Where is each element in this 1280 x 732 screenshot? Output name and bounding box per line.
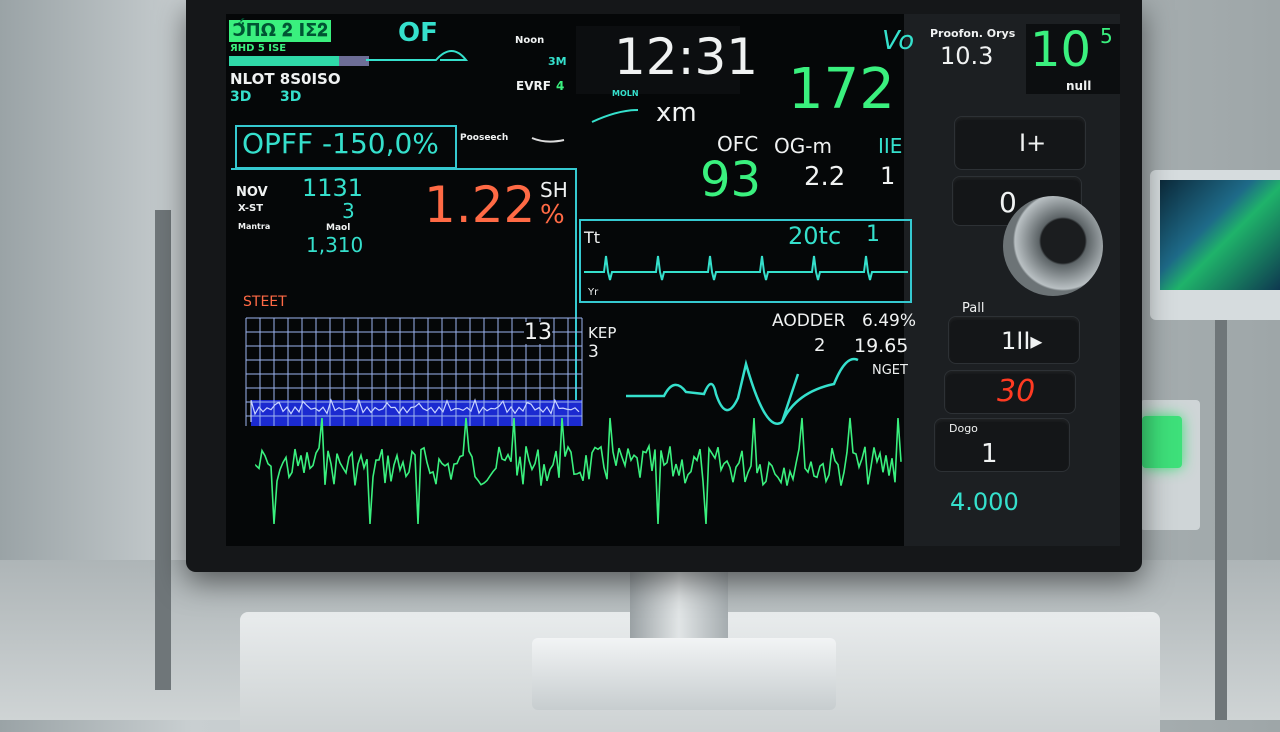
aodder-label: AODDER bbox=[772, 311, 846, 331]
clock-time: 12:31 bbox=[614, 28, 759, 86]
param-value-og: 2.2 bbox=[804, 162, 846, 192]
big-unit: % bbox=[540, 200, 565, 230]
stat-extra: 1,310 bbox=[306, 233, 364, 257]
ecg-trace bbox=[584, 255, 908, 281]
control-button-1[interactable]: I+ bbox=[954, 116, 1086, 170]
clock-panel bbox=[576, 26, 740, 94]
background-monitor bbox=[1150, 170, 1280, 320]
aodder-value: 6.49% bbox=[862, 311, 917, 331]
ecg-footer: Yr bbox=[588, 287, 599, 298]
clock-unit: xm bbox=[656, 98, 697, 128]
ecg-box bbox=[579, 219, 912, 303]
stat-value-xst: 3 bbox=[342, 199, 355, 223]
control-button-5[interactable]: Dogo 1 bbox=[934, 418, 1070, 472]
waveforms bbox=[255, 50, 908, 525]
small-trace bbox=[531, 137, 565, 143]
kep-label: KEP bbox=[588, 324, 617, 342]
stat-value-maol: Maol bbox=[326, 223, 351, 233]
aodder-sub: 2 bbox=[814, 335, 826, 356]
control-button-3[interactable]: 1II▸ bbox=[948, 316, 1080, 364]
value-3m: 3M bbox=[548, 55, 567, 68]
button-5-label: 1 bbox=[981, 439, 998, 469]
header-badge-text: ЯHD 5 ISE bbox=[230, 43, 287, 54]
stat-label-nov: NOV bbox=[236, 185, 268, 200]
grid-chart bbox=[245, 317, 583, 426]
stat-value-nov: 1131 bbox=[302, 174, 364, 202]
ecg-value2: 1 bbox=[866, 222, 880, 247]
stat-label-xst: X-ST bbox=[238, 203, 264, 214]
label-pooseech: Pooseech bbox=[460, 133, 509, 143]
header-badge: Ͻ̈́ΠΩ 𝟐 ΙΣ𝟐 bbox=[229, 20, 332, 42]
top-right-label: Proofon. Orys bbox=[930, 27, 1016, 40]
of-label: OF bbox=[398, 18, 438, 48]
label-row: NLOT 8S0ISO bbox=[230, 70, 341, 88]
top-right-value: 10.3 bbox=[940, 42, 994, 70]
grid-value: 13 bbox=[524, 320, 552, 345]
button-4-label: 30 bbox=[997, 374, 1036, 409]
button-3-caption: Pall bbox=[962, 301, 985, 316]
param-label-og: OG-m bbox=[774, 134, 832, 158]
iv-pole bbox=[155, 210, 171, 690]
monitor-stand-neck bbox=[630, 570, 728, 646]
aodder-tag: NGET bbox=[872, 363, 908, 378]
iv-pole-right bbox=[1215, 320, 1227, 720]
monitor-stand-base bbox=[532, 638, 836, 710]
value-b: 3D bbox=[280, 89, 302, 105]
control-footer-value: 4.000 bbox=[950, 488, 1019, 516]
big-value-panel bbox=[1026, 24, 1120, 94]
button-3-label: 1II▸ bbox=[1001, 327, 1043, 355]
value-evrf: 4 bbox=[556, 79, 565, 93]
header-trace bbox=[366, 50, 469, 61]
grid-trace bbox=[250, 398, 580, 422]
label-noon: Noon bbox=[515, 35, 545, 46]
big-unit-top: SH bbox=[540, 178, 568, 202]
hr-value: 172 bbox=[788, 57, 895, 122]
button-5-caption: Dogo bbox=[949, 422, 978, 435]
pleth-trace bbox=[626, 357, 859, 425]
green-waveform bbox=[255, 417, 902, 525]
hr-symbol: Vo bbox=[882, 26, 915, 56]
button-1-label: I+ bbox=[1019, 129, 1047, 157]
aodder-sub-value: 19.65 bbox=[854, 335, 909, 357]
ecg-label: Tt bbox=[584, 228, 601, 247]
offset-value: OPFF -150,0% bbox=[242, 127, 439, 160]
top-right-big-value: 10 bbox=[1030, 22, 1092, 78]
label-evrf: EVRF bbox=[516, 79, 551, 93]
ecg-value: 20tc bbox=[788, 222, 842, 250]
background-device bbox=[1140, 400, 1200, 530]
value-a: 3D bbox=[230, 89, 252, 105]
top-right-sup: 5 bbox=[1100, 24, 1113, 48]
param-value-ofc: 93 bbox=[700, 152, 762, 208]
grid-label: STEET bbox=[243, 294, 287, 310]
control-button-4[interactable]: 30 bbox=[944, 370, 1076, 414]
button-2-label: 0 bbox=[999, 186, 1017, 219]
stat-label-mantra: Mantra bbox=[238, 222, 271, 231]
control-knob[interactable] bbox=[1003, 196, 1103, 296]
top-right-unit: null bbox=[1066, 79, 1092, 93]
param-value-iie: 1 bbox=[880, 162, 896, 190]
stats-frame bbox=[231, 168, 577, 426]
kep-value: 3 bbox=[588, 342, 599, 362]
param-label-iie: IIE bbox=[878, 134, 903, 158]
param-label-ofc: OFC bbox=[717, 132, 759, 156]
clock-trace bbox=[591, 109, 639, 123]
big-red-value: 1.22 bbox=[424, 176, 536, 234]
progress-bar-rest bbox=[339, 56, 369, 66]
progress-bar bbox=[229, 56, 339, 66]
small-label: MOLN bbox=[612, 89, 639, 98]
